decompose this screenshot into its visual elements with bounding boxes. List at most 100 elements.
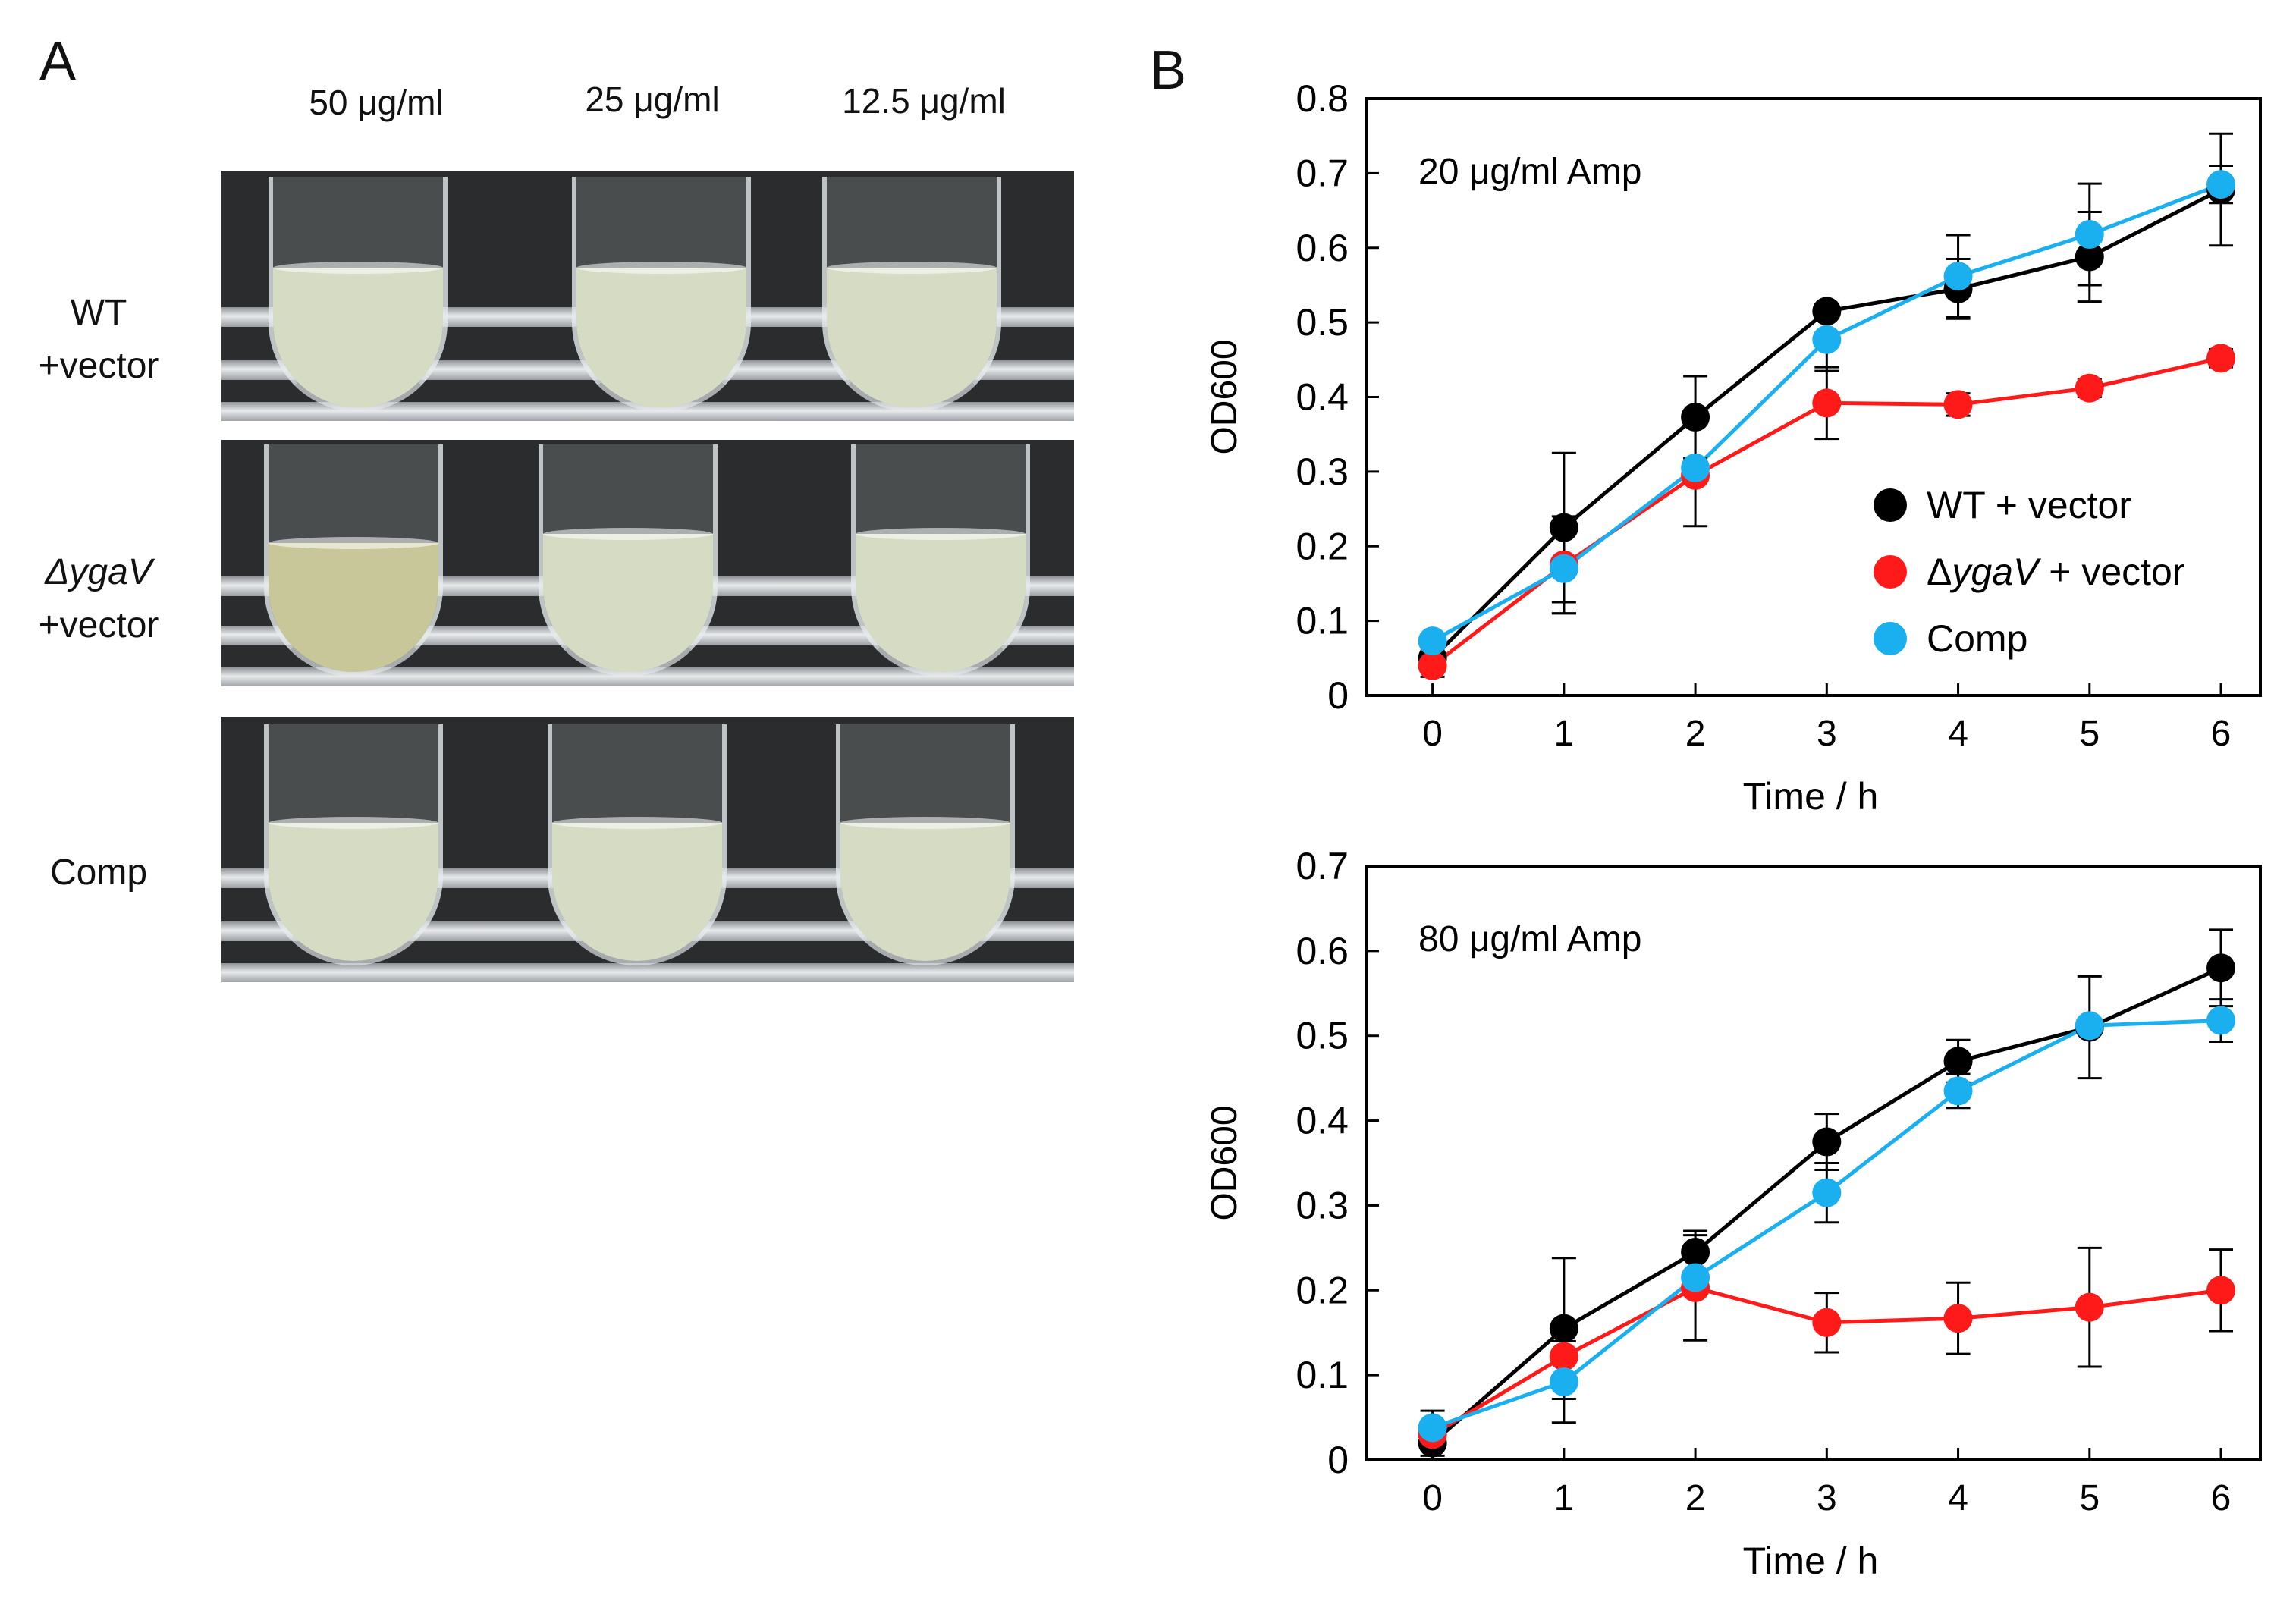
y-tick-label: 0.7 [1296, 152, 1349, 194]
row-label-ygav: ΔygaV +vector [0, 546, 197, 652]
data-point-series-0 [1943, 1047, 1973, 1076]
legend-label: Comp [1927, 617, 2027, 660]
tube-wt-12-5 [822, 177, 1001, 412]
x-tick-label: 6 [2211, 714, 2232, 754]
data-point-series-2 [1812, 1178, 1842, 1207]
x-axis-label: Time / h [1743, 775, 1879, 818]
x-tick-label: 5 [2079, 714, 2100, 754]
legend-marker [1874, 622, 1907, 655]
series-line-2 [1431, 1019, 2222, 1430]
data-point-series-1 [1812, 388, 1842, 418]
data-point-series-1 [1549, 1342, 1578, 1371]
y-tick-label: 0 [1327, 1439, 1349, 1481]
y-tick-label: 0.8 [1296, 77, 1349, 120]
growth-chart-80: 0 0.1 0.2 0.3 0.4 0.5 0.6 0.7 0 1 2 3 4 5 6 Time / h OD6… [1205, 845, 2262, 1582]
row-label-comp: Comp [0, 846, 197, 899]
data-point-series-1 [1812, 1308, 1842, 1337]
data-point-series-0 [1549, 513, 1578, 542]
data-point-series-1 [1943, 1304, 1973, 1333]
row-label-wt: WT +vector [0, 287, 197, 393]
photo-row-comp [221, 717, 1074, 982]
panel-b-label: B [1150, 40, 1187, 101]
panel-a-label: A [39, 31, 77, 92]
y-tick-label: 0.3 [1296, 451, 1349, 493]
x-tick-label: 1 [1554, 1478, 1575, 1518]
data-point-series-1 [2206, 344, 2236, 373]
x-tick-label: 4 [1948, 1478, 1968, 1518]
data-point-series-2 [2075, 1011, 2104, 1041]
y-tick-label: 0.5 [1296, 301, 1349, 344]
concentration-label-50: 50 μg/ml [309, 83, 444, 122]
y-tick-label: 0.6 [1296, 227, 1349, 269]
data-point-series-1 [1943, 390, 1973, 419]
data-point-series-2 [1418, 626, 1447, 656]
photo-row-ygav [221, 440, 1074, 686]
legend-marker [1874, 488, 1907, 522]
data-point-series-2 [2206, 1006, 2236, 1035]
plot-frame [1365, 865, 2262, 1461]
x-tick-label: 4 [1948, 714, 1968, 754]
x-axis-label: Time / h [1743, 1540, 1879, 1582]
concentration-label-25: 25 μg/ml [585, 80, 720, 119]
concentration-label-12-5: 12.5 μg/ml [842, 81, 1006, 121]
y-axis-label: OD600 [1205, 339, 1245, 454]
y-tick-label: 0.1 [1296, 1354, 1349, 1396]
data-point-series-0 [1812, 1127, 1842, 1157]
data-point-series-2 [1418, 1413, 1447, 1443]
chart-annotation: 80 μg/ml Amp [1418, 919, 1641, 959]
y-tick-label: 0 [1327, 674, 1349, 717]
data-point-series-2 [1681, 453, 1710, 482]
tube-comp-25 [548, 724, 727, 965]
row-label-wt-line2: +vector [38, 346, 159, 386]
y-tick-label: 0.2 [1296, 525, 1349, 567]
legend-marker [1874, 555, 1907, 589]
y-tick-label: 0.3 [1296, 1184, 1349, 1226]
data-point-series-2 [1812, 325, 1842, 354]
row-label-wt-line1: WT [70, 293, 127, 333]
photo-row-wt [221, 171, 1074, 421]
y-tick-label: 0.6 [1296, 930, 1349, 972]
data-point-series-0 [1681, 1237, 1710, 1267]
data-point-series-1 [2075, 1292, 2104, 1322]
x-tick-label: 2 [1685, 1478, 1706, 1518]
y-tick-label: 0.5 [1296, 1015, 1349, 1057]
data-point-series-1 [2075, 373, 2104, 403]
data-point-series-1 [1418, 651, 1447, 680]
x-tick-label: 1 [1554, 714, 1575, 754]
tube-comp-12-5 [836, 724, 1015, 965]
tube-ygav-12-5 [851, 444, 1030, 677]
y-tick-label: 0.4 [1296, 1100, 1349, 1142]
x-tick-label: 3 [1817, 714, 1837, 754]
legend-label: WT + vector [1927, 484, 2131, 526]
data-point-series-2 [2206, 170, 2236, 199]
row-label-comp-line1: Comp [49, 852, 148, 893]
legend-label: ΔygaV + vector [1927, 551, 2185, 593]
y-tick-label: 0.1 [1296, 600, 1349, 642]
y-axis-label: OD600 [1205, 1105, 1245, 1220]
data-point-series-2 [2075, 220, 2104, 250]
growth-chart-20: 0 0.1 0.2 0.3 0.4 0.5 0.6 0.7 0.8 0 1 2 3 4 5 6 Time / h… [1205, 77, 2262, 818]
tube-wt-25 [572, 177, 751, 412]
chart-annotation: 20 μg/ml Amp [1418, 152, 1641, 192]
tube-ygav-50 [264, 444, 443, 677]
data-point-series-2 [1681, 1263, 1710, 1292]
data-point-series-0 [1549, 1314, 1578, 1343]
data-point-series-0 [1812, 297, 1842, 326]
x-tick-label: 6 [2211, 1478, 2232, 1518]
data-point-series-0 [1681, 403, 1710, 432]
row-label-ygav-line2: +vector [38, 605, 159, 645]
x-tick-label: 0 [1422, 714, 1443, 754]
x-tick-label: 3 [1817, 1478, 1837, 1518]
data-point-series-0 [2075, 242, 2104, 272]
y-tick-label: 0.2 [1296, 1269, 1349, 1311]
data-point-series-2 [1943, 1076, 1973, 1106]
data-point-series-2 [1549, 1367, 1578, 1397]
tube-comp-50 [264, 724, 443, 965]
data-point-series-2 [1943, 262, 1973, 291]
data-point-series-0 [2206, 953, 2236, 983]
row-label-ygav-line1: ΔygaV [45, 552, 152, 592]
x-tick-label: 2 [1685, 714, 1706, 754]
tube-wt-50 [269, 177, 448, 412]
x-tick-label: 0 [1422, 1478, 1443, 1518]
data-point-series-2 [1549, 554, 1578, 583]
